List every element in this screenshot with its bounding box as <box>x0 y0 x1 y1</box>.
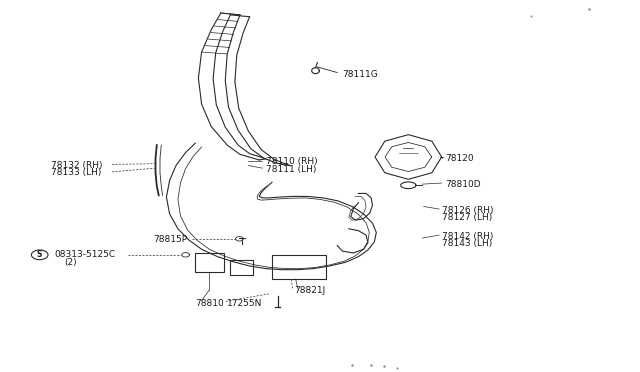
Text: 78110 (RH): 78110 (RH) <box>266 157 317 166</box>
Text: 78133 (LH): 78133 (LH) <box>51 169 102 177</box>
Text: 78142 (RH): 78142 (RH) <box>442 232 493 241</box>
Text: 78111G: 78111G <box>342 70 378 79</box>
Text: 78821J: 78821J <box>294 286 326 295</box>
Text: 08313-5125C: 08313-5125C <box>54 250 116 259</box>
Text: 78810: 78810 <box>195 299 224 308</box>
Text: 78810D: 78810D <box>445 180 481 189</box>
Text: 17255N: 17255N <box>227 299 262 308</box>
Text: 78815P: 78815P <box>154 235 188 244</box>
Text: 78111 (LH): 78111 (LH) <box>266 165 316 174</box>
Text: 78143 (LH): 78143 (LH) <box>442 239 492 248</box>
Text: (2): (2) <box>64 258 77 267</box>
Text: 78126 (RH): 78126 (RH) <box>442 206 493 215</box>
Text: 78127 (LH): 78127 (LH) <box>442 213 492 222</box>
Text: 78120: 78120 <box>445 154 474 163</box>
Text: S: S <box>37 250 42 259</box>
Text: 78132 (RH): 78132 (RH) <box>51 161 102 170</box>
